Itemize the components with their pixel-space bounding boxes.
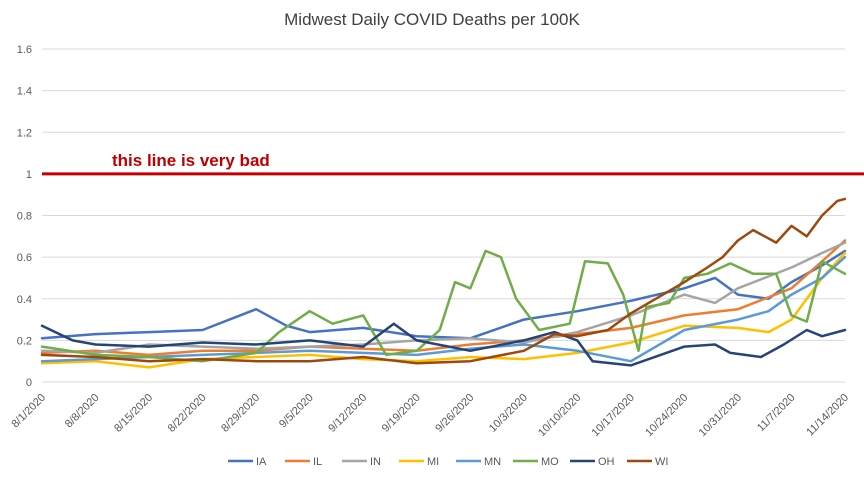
series-lines [40, 197, 847, 369]
legend-label-mn: MN [484, 456, 501, 468]
series-line-wi [40, 197, 847, 365]
x-axis-ticks: 8/1/2020 8/8/2020 8/15/2020 8/22/2020 8/29/2… [9, 392, 851, 439]
legend-label-mi: MI [427, 456, 439, 468]
x-tick-label: 8/22/2020 [166, 392, 209, 435]
series-line-il [40, 239, 847, 357]
y-tick-label: 0.6 [17, 252, 32, 264]
series-line-ia [40, 249, 847, 340]
y-tick-label: 0.8 [17, 211, 32, 223]
x-tick-label: 11/14/2020 [804, 392, 851, 439]
chart-title: Midwest Daily COVID Deaths per 100K [284, 10, 580, 29]
x-tick-label: 10/24/2020 [643, 392, 690, 439]
x-tick-label: 10/17/2020 [590, 392, 637, 439]
legend-label-oh: OH [598, 456, 615, 468]
y-tick-label: 1 [26, 169, 32, 181]
legend-label-in: IN [370, 456, 381, 468]
y-tick-label: 1.2 [17, 127, 32, 139]
series-line-oh [40, 322, 847, 367]
legend-label-ia: IA [256, 456, 267, 468]
series-line-in [40, 241, 847, 355]
x-tick-label: 10/31/2020 [697, 392, 744, 439]
y-axis-ticks: 0 0.2 0.4 0.6 0.8 1 1.2 1.4 1.6 [17, 44, 32, 389]
x-tick-label: 9/26/2020 [433, 392, 476, 435]
x-tick-label: 9/5/2020 [277, 392, 316, 431]
series-line-mo [40, 249, 847, 363]
y-tick-label: 0 [26, 377, 32, 389]
legend-label-il: IL [313, 456, 322, 468]
legend: IA IL IN MI MN MO OH WI [228, 456, 668, 468]
x-tick-label: 8/1/2020 [9, 392, 48, 431]
y-tick-label: 1.4 [17, 86, 32, 98]
legend-label-wi: WI [655, 456, 668, 468]
x-tick-label: 9/12/2020 [326, 392, 369, 435]
y-tick-label: 0.2 [17, 335, 32, 347]
x-tick-label: 11/7/2020 [755, 392, 798, 435]
x-tick-label: 8/8/2020 [63, 392, 102, 431]
x-tick-label: 8/15/2020 [112, 392, 155, 435]
x-tick-label: 9/19/2020 [380, 392, 423, 435]
y-tick-label: 1.6 [17, 44, 32, 56]
x-tick-label: 8/29/2020 [219, 392, 262, 435]
reference-line-label: this line is very bad [112, 151, 270, 170]
x-tick-label: 10/10/2020 [536, 392, 583, 439]
legend-label-mo: MO [541, 456, 559, 468]
y-tick-label: 0.4 [17, 294, 32, 306]
reference-line: this line is very bad [42, 151, 864, 176]
x-tick-label: 10/3/2020 [487, 392, 530, 435]
